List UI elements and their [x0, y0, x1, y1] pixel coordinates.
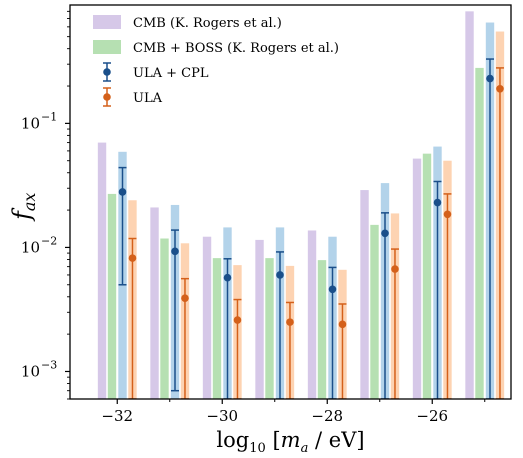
data-point — [118, 188, 127, 196]
bar — [150, 207, 159, 399]
bar — [475, 67, 484, 399]
data-point — [486, 74, 494, 83]
x-tick-label: −30 — [206, 407, 238, 425]
y-axis-label: fax — [8, 193, 39, 222]
data-point — [171, 247, 179, 256]
data-point — [391, 265, 399, 273]
bar — [202, 236, 212, 399]
data-point — [223, 273, 232, 282]
legend-label: CMB (K. Rogers et al.) — [133, 16, 282, 31]
legend: CMB (K. Rogers et al.) CMB + BOSS (K. Rog… — [93, 15, 339, 107]
data-point — [496, 84, 504, 93]
data-point — [276, 271, 284, 279]
data-point — [433, 198, 442, 207]
data-point — [338, 320, 347, 329]
data-point — [286, 318, 294, 326]
bar — [317, 260, 327, 399]
y-tick-exponent: −3 — [41, 358, 57, 371]
bar — [422, 153, 432, 399]
legend-label: ULA — [133, 91, 163, 106]
bar — [255, 239, 264, 399]
data-point — [181, 294, 189, 302]
legend-marker — [103, 68, 111, 76]
bar — [107, 193, 117, 399]
data-point — [128, 254, 137, 262]
y-tick-label: 10 — [21, 238, 40, 256]
x-tick-label: −28 — [311, 407, 343, 425]
bar — [97, 142, 107, 399]
bar — [465, 11, 474, 399]
y-tick-label: 10 — [21, 362, 40, 380]
legend-marker — [103, 93, 111, 101]
bar — [360, 190, 369, 399]
legend-swatch — [93, 15, 121, 29]
legend-swatch — [93, 40, 121, 54]
x-tick-label: −26 — [416, 407, 448, 425]
x-tick-label: −32 — [101, 407, 133, 425]
points-layer — [118, 58, 504, 399]
y-tick-exponent: −1 — [41, 110, 57, 123]
bar — [212, 258, 222, 399]
data-point — [328, 285, 337, 294]
bar — [412, 158, 422, 399]
legend-label: CMB + BOSS (K. Rogers et al.) — [133, 41, 339, 56]
y-tick-exponent: −2 — [41, 234, 57, 247]
x-axis-label: log10 [ma / eV] — [216, 428, 364, 456]
bar — [265, 258, 274, 399]
data-point — [381, 229, 389, 238]
y-tick-label: 10 — [21, 114, 40, 132]
data-point — [443, 210, 452, 219]
bar — [370, 224, 379, 399]
bar — [160, 238, 169, 399]
plot-frame — [69, 4, 512, 400]
legend-label: ULA + CPL — [133, 66, 209, 81]
data-point — [233, 316, 242, 324]
bar — [307, 230, 317, 399]
